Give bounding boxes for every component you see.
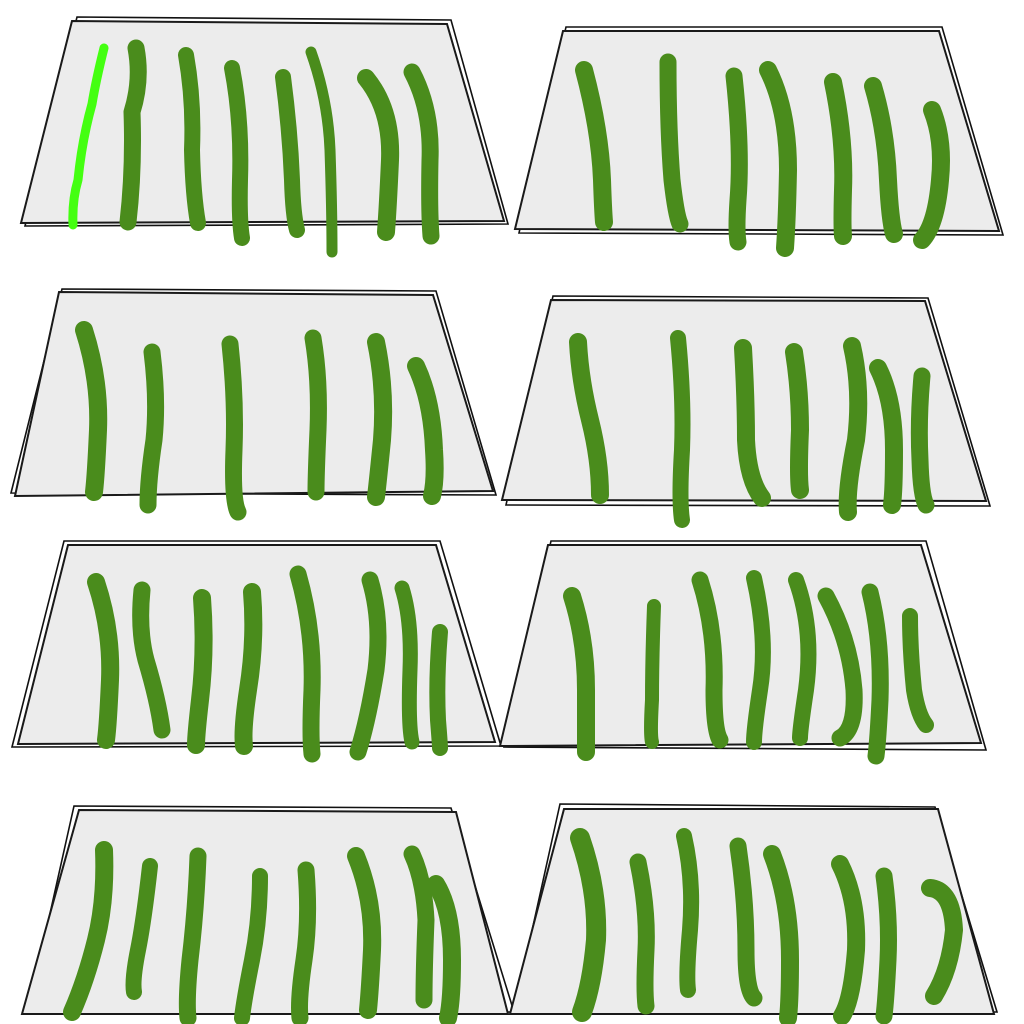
- panel-3-stroke-6: [407, 357, 444, 505]
- panel-2-stroke-6: [864, 77, 903, 243]
- panel-2-stroke-1: [575, 61, 613, 231]
- panel-4-stroke-6: [869, 359, 903, 514]
- panel-5-stroke-1: [87, 573, 120, 749]
- panel-8: [508, 803, 999, 1024]
- panel-8-stroke-5: [763, 845, 799, 1024]
- panel-5-stroke-4: [234, 583, 263, 755]
- panel-3-stroke-5: [367, 333, 393, 506]
- panel-2-stroke-3: [725, 67, 748, 251]
- panel-8-stroke-6: [831, 855, 866, 1024]
- panel-1-stroke-3: [178, 47, 206, 231]
- panel-2-stroke-4: [759, 61, 797, 257]
- panel-7-stroke-8: [427, 875, 461, 1024]
- panel-7-stroke-3: [178, 847, 207, 1024]
- panel-6: [498, 540, 988, 765]
- panel-6-stroke-4: [746, 570, 771, 750]
- panel-6-stroke-1: [563, 587, 596, 761]
- panel-8-stroke-3: [676, 828, 700, 998]
- panel-2-stroke-2: [659, 53, 689, 233]
- panel-5-stroke-5: [289, 565, 321, 763]
- panel-4-stroke-5: [838, 337, 868, 521]
- panel-3-outline: [9, 288, 498, 496]
- panel-1-stroke-8: [403, 63, 440, 245]
- panel-5-stroke-6: [349, 571, 387, 761]
- panel-6-stroke-7: [861, 583, 889, 765]
- panel-3: [9, 288, 498, 521]
- panel-8-stroke-2: [629, 853, 655, 1015]
- panel-3-stroke-3: [221, 335, 247, 521]
- panel-3-stroke-4: [304, 329, 327, 501]
- panel-7: [20, 805, 516, 1024]
- panel-6-stroke-2: [644, 599, 661, 749]
- panel-7-stroke-5: [291, 861, 317, 1024]
- panel-5-stroke-7: [394, 580, 420, 750]
- panel-7-stroke-2: [125, 858, 158, 1000]
- panel-6-stroke-3: [691, 571, 729, 749]
- panel-1-stroke-6: [305, 46, 338, 258]
- panel-5-stroke-3: [187, 589, 213, 754]
- panel-2-stroke-7: [913, 101, 950, 249]
- panel-8-stroke-4: [729, 837, 763, 1007]
- panel-2-stroke-5: [824, 73, 853, 245]
- panel-3-stroke-1: [75, 321, 108, 501]
- panel-4-stroke-2: [670, 330, 691, 528]
- panel-7-stroke-6: [347, 847, 382, 1019]
- panel-1-stroke-7: [357, 69, 400, 241]
- panel-7-stroke-7: [403, 845, 435, 1009]
- panel-8-stroke-7: [875, 867, 897, 1024]
- panel-4-stroke-4: [785, 343, 809, 499]
- panel-1: [19, 16, 510, 258]
- panel-7-stroke-1: [63, 841, 114, 1021]
- panel-1-stroke-4: [224, 60, 250, 246]
- panel-5-stroke-8: [429, 624, 448, 756]
- panel-1-stroke-2: [119, 39, 147, 231]
- panel-4-stroke-7: [910, 367, 935, 514]
- panel-6-stroke-5: [788, 572, 817, 746]
- panel-6-stroke-6: [817, 587, 863, 747]
- panel-6-stroke-8: [902, 608, 934, 733]
- panel-8-stroke-8: [921, 879, 963, 1005]
- panel-1-stroke-1: [68, 43, 109, 230]
- panel-2: [513, 26, 1005, 257]
- panel-4: [500, 295, 992, 528]
- panel-1-stroke-5: [275, 69, 305, 238]
- panel-2-tray: [513, 30, 1001, 233]
- panel-3-stroke-2: [139, 343, 165, 514]
- panel-8-stroke-1: [570, 828, 607, 1022]
- panel-7-stroke-4: [234, 868, 268, 1024]
- panel-5-stroke-2: [132, 581, 171, 739]
- panel-4-stroke-1: [569, 333, 609, 504]
- panel-4-stroke-3: [734, 339, 771, 507]
- panel-5: [10, 540, 503, 763]
